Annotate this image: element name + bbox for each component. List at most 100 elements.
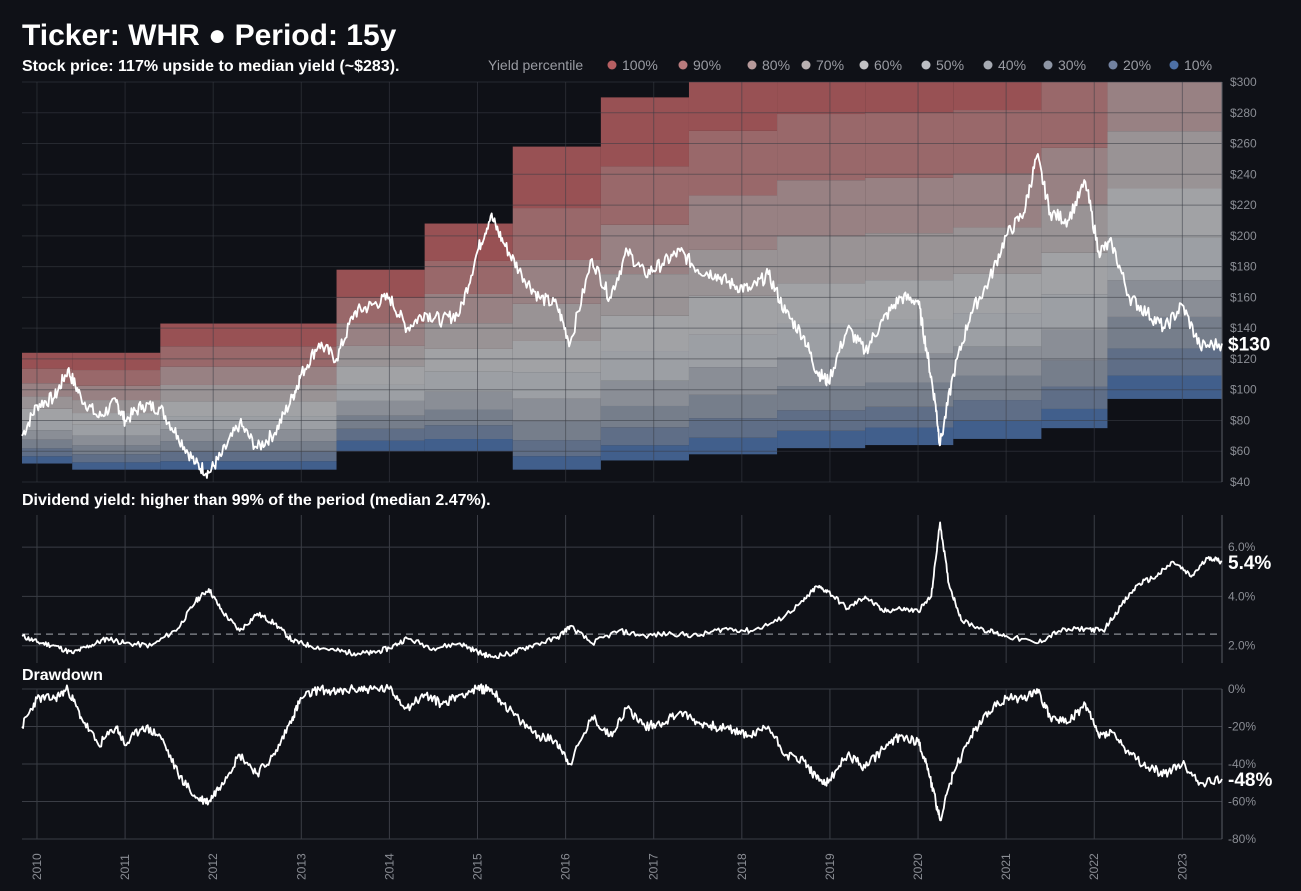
legend-item: 60% <box>859 57 902 73</box>
yield-band-segment <box>1041 360 1108 387</box>
yield-band-segment <box>336 440 425 452</box>
yield-band-segment <box>600 315 689 352</box>
yield-band-segment <box>336 384 425 401</box>
legend-item: 100% <box>607 57 658 73</box>
legend-item: 70% <box>801 57 844 73</box>
drawdown-line <box>21 683 1223 822</box>
yield-band-segment <box>424 293 513 324</box>
yield-band-segment <box>688 295 778 335</box>
legend-swatch <box>801 60 811 70</box>
legend-swatch <box>607 60 617 70</box>
x-axis: 2010 2011 2012 2013 2014 2015 2016 2017 2018 2019… <box>30 853 1189 880</box>
price-tick-label: $260 <box>1230 137 1257 151</box>
price-tick-label: $140 <box>1230 321 1257 335</box>
price-tick-label: $60 <box>1230 444 1250 458</box>
x-tick-label: 2018 <box>735 853 749 880</box>
yield-band-segment <box>777 236 866 284</box>
drawdown-tick-label: -80% <box>1228 832 1256 846</box>
yield-band-segment <box>688 437 778 455</box>
x-tick-label: 2020 <box>911 853 925 880</box>
price-tick-label: $220 <box>1230 198 1257 212</box>
yield-band-segment <box>72 352 161 371</box>
legend-swatch <box>678 60 688 70</box>
yield-band-segment <box>336 345 425 367</box>
price-tick-label: $200 <box>1230 229 1257 243</box>
yield-band-segment <box>22 352 73 369</box>
legend-label: 70% <box>816 57 844 73</box>
yield-band-segment <box>865 233 954 281</box>
yield-grid <box>22 515 1223 663</box>
yield-band-segment <box>1041 386 1108 409</box>
yield-band-segment <box>424 348 513 372</box>
yield-band-segment <box>953 421 1042 439</box>
yield-band-segment <box>1107 237 1222 281</box>
yield-band-segment <box>600 97 689 167</box>
legend-label: 90% <box>693 57 721 73</box>
yield-band-segment <box>22 448 73 457</box>
yield-y-axis: 2.0% 4.0% 6.0% <box>1228 540 1256 653</box>
yield-band-segment <box>777 430 866 449</box>
legend-item: 20% <box>1108 57 1151 73</box>
yield-band-segment <box>160 441 337 452</box>
yield-subtitle: Dividend yield: higher than 99% of the p… <box>22 492 491 509</box>
price-panel: $40 $60 $80 $100 $120 $140 $160 $180 $200 $220 $24… <box>21 0 1270 489</box>
x-tick-label: 2017 <box>647 853 661 880</box>
x-tick-label: 2012 <box>206 853 220 880</box>
yield-band-segment <box>22 368 73 384</box>
yield-band-segment <box>1041 147 1108 205</box>
yield-band-segment <box>72 385 161 401</box>
drawdown-tick-label: 0% <box>1228 682 1246 696</box>
yield-band-segment <box>160 384 337 402</box>
legend-item: 50% <box>921 57 964 73</box>
yield-band-segment <box>777 114 866 181</box>
x-tick-label: 2023 <box>1175 853 1189 880</box>
legend-swatch <box>1169 60 1179 70</box>
yield-band-segment <box>160 461 337 470</box>
yield-tick-label: 4.0% <box>1228 589 1256 603</box>
yield-band-segment <box>953 375 1042 401</box>
yield-band-segment <box>777 283 866 324</box>
yield-band-segment <box>1041 252 1108 295</box>
yield-band-segment <box>336 400 425 416</box>
yield-band-segment <box>1107 0 1222 65</box>
drawdown-tick-label: -40% <box>1228 757 1256 771</box>
yield-band-segment <box>953 400 1042 422</box>
yield-band-segment <box>336 366 425 385</box>
yield-band-segment <box>424 425 513 440</box>
yield-band-segment <box>512 146 601 209</box>
legend-label: 80% <box>762 57 790 73</box>
yield-band-segment <box>865 427 954 446</box>
yield-band-segment <box>953 110 1042 174</box>
yield-percentile-legend: Yield percentile 100% 90% 80% 70% 60% 50% 40% 3… <box>488 57 1212 73</box>
legend-item: 80% <box>747 57 790 73</box>
yield-band-segment <box>336 428 425 441</box>
yield-band-segment <box>512 208 601 260</box>
yield-band-segment <box>688 334 778 368</box>
yield-band-segment <box>72 424 161 436</box>
price-tick-label: $120 <box>1230 352 1257 366</box>
legend-swatch <box>747 60 757 70</box>
yield-band-segment <box>688 394 778 419</box>
yield-band-segment <box>688 418 778 438</box>
yield-band-segment <box>865 319 954 354</box>
yield-band-segment <box>600 166 689 225</box>
drawdown-grid <box>22 688 1223 840</box>
legend-swatch <box>859 60 869 70</box>
yield-band-segment <box>688 82 778 131</box>
yield-band-segment <box>1107 188 1222 238</box>
price-line <box>21 153 1223 479</box>
yield-band-segment <box>1107 280 1222 317</box>
yield-band-segment <box>512 340 601 373</box>
yield-band-segment <box>600 351 689 381</box>
drawdown-y-axis: 0% -20% -40% -60% -80% <box>1228 682 1256 846</box>
yield-band-segment <box>512 372 601 399</box>
yield-band-segment <box>22 439 73 449</box>
yield-band-segment <box>160 401 337 417</box>
yield-band-segment <box>22 456 73 464</box>
yield-panel: 2.0% 4.0% 6.0% 5.4% <box>21 515 1271 663</box>
yield-band-segment <box>424 409 513 426</box>
yield-band-segment <box>72 454 161 463</box>
legend-label: 60% <box>874 57 902 73</box>
yield-band-segment <box>688 249 778 296</box>
legend-swatch <box>1108 60 1118 70</box>
